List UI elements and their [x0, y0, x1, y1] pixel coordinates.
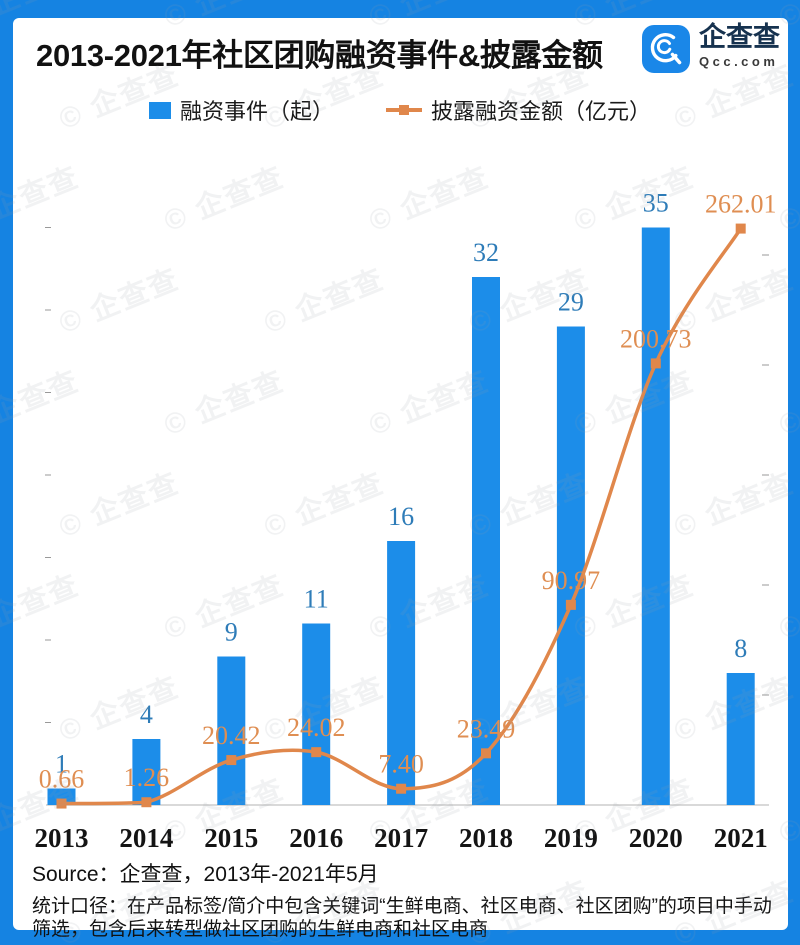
source-note: Source：企查查，2013年-2021年5月 — [32, 863, 379, 886]
bar-value-2020: 35 — [643, 189, 669, 218]
bar-value-2017: 16 — [388, 502, 414, 531]
bar-value-2016: 11 — [304, 585, 329, 614]
x-tick-label-2016: 2016 — [289, 823, 343, 853]
bar-2017 — [387, 541, 416, 805]
bar-2018 — [472, 277, 500, 805]
legend-bars-label: 融资事件（起） — [179, 99, 334, 124]
legend-item-line: 披露融资金额（亿元） — [386, 94, 651, 126]
line-value-2017: 7.40 — [378, 750, 424, 779]
bar-value-2018: 32 — [473, 238, 499, 267]
bar-2014 — [132, 739, 161, 805]
x-tick-label-2021: 2021 — [714, 823, 768, 853]
line-marker-2016 — [311, 747, 322, 758]
x-tick-label-2020: 2020 — [629, 823, 683, 853]
bar-2016 — [302, 623, 331, 805]
chart-title: 2013-2021年社区团购融资事件&披露金额 — [36, 38, 603, 73]
bar-2015 — [217, 656, 246, 805]
qcc-logo-domain: Qcc.com — [699, 54, 779, 70]
line-value-2014: 1.26 — [124, 763, 170, 792]
x-tick-label-2014: 2014 — [119, 823, 173, 853]
line-marker-2018 — [481, 748, 491, 759]
legend-line-label: 披露融资金额（亿元） — [431, 99, 652, 124]
line-value-2019: 90.97 — [542, 566, 601, 595]
x-tick-label-2013: 2013 — [35, 823, 89, 853]
line-marker-2015 — [226, 755, 237, 766]
line-marker-2021 — [735, 223, 746, 234]
line-marker-2017 — [396, 783, 407, 794]
legend: 融资事件（起） 披露融资金额（亿元） — [0, 94, 800, 126]
line-value-2015: 20.42 — [202, 721, 261, 750]
bar-value-2021: 8 — [734, 634, 747, 663]
bar-value-2013: 1 — [55, 750, 68, 779]
legend-item-bars: 融资事件（起） — [148, 94, 334, 126]
bar-2021 — [726, 673, 755, 805]
line-swatch-icon — [386, 101, 422, 119]
x-tick-label-2018: 2018 — [459, 823, 513, 853]
x-tick-label-2015: 2015 — [204, 823, 258, 853]
qcc-logo: 企查查 Qcc.com — [641, 23, 780, 75]
qcc-logo-icon — [642, 25, 690, 73]
x-tick-label-2017: 2017 — [374, 823, 428, 853]
line-value-2016: 24.02 — [287, 713, 346, 742]
qcc-logo-text: 企查查 Qcc.com — [699, 22, 780, 70]
footer-notes: Source：企查查，2013年-2021年5月 统计口径：在产品标签/简介中包… — [32, 858, 776, 941]
bar-2019 — [556, 326, 585, 805]
line-marker-2014 — [141, 797, 152, 808]
bar-2013 — [47, 788, 76, 805]
bar-value-2014: 4 — [140, 700, 153, 729]
line-value-2020: 200.73 — [620, 324, 692, 353]
qcc-logo-name: 企查查 — [699, 22, 780, 52]
x-tick-label-2019: 2019 — [544, 823, 598, 853]
line-marker-2019 — [565, 599, 576, 610]
statistics-caliber-note: 统计口径：在产品标签/简介中包含关键词“生鲜电商、社区电商、社区团购”的项目中手… — [32, 896, 772, 940]
line-value-2013: 0.66 — [39, 765, 85, 794]
bar-value-2015: 9 — [225, 618, 238, 647]
bar-swatch-icon — [148, 101, 171, 119]
line-value-2018: 23.49 — [457, 714, 516, 743]
line-value-2021: 262.01 — [705, 190, 777, 219]
bar-2020 — [641, 227, 670, 805]
line-marker-2013 — [56, 798, 67, 809]
line-marker-2020 — [650, 358, 661, 369]
bar-value-2019: 29 — [558, 288, 584, 317]
line-series — [61, 227, 743, 806]
